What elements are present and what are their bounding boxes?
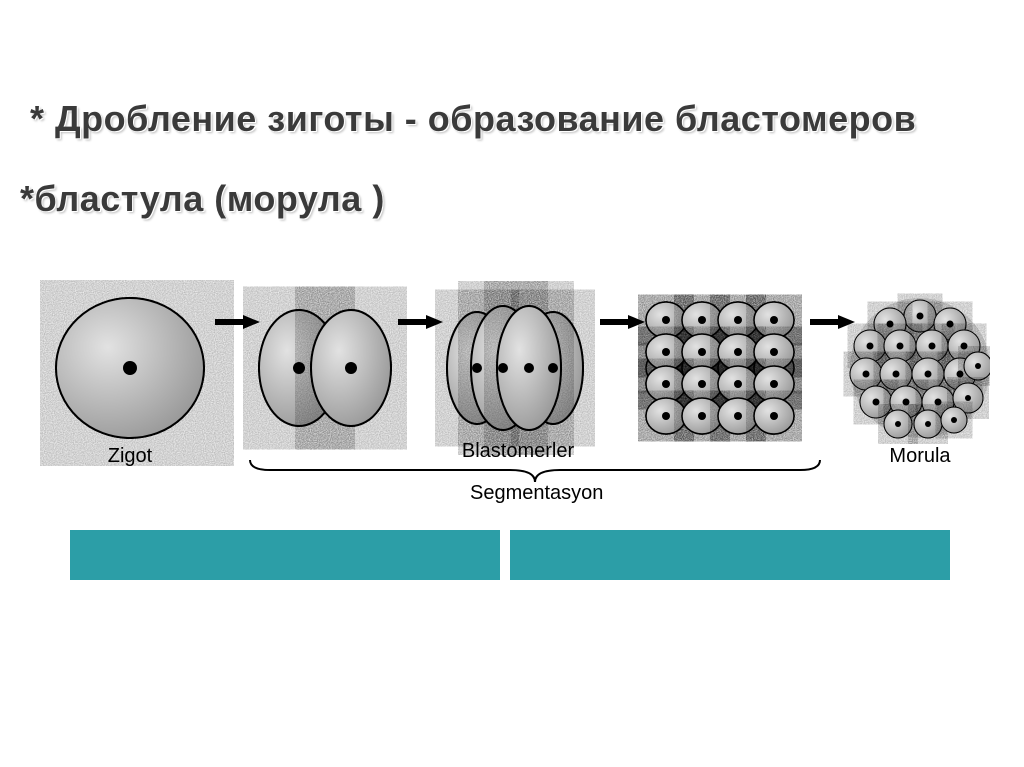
stage-two-cell xyxy=(259,310,391,426)
heading-line-2: *бластула (морула ) xyxy=(20,178,385,220)
bar-2 xyxy=(510,530,950,580)
label-morula: Morula xyxy=(880,445,960,468)
label-blastomerler: Blastomerler xyxy=(448,440,588,463)
segmentation-brace xyxy=(250,460,820,482)
stage-morula xyxy=(850,298,990,438)
label-segmentasyon: Segmentasyon xyxy=(470,482,603,505)
heading-line-1: * Дробление зиготы - образование бластом… xyxy=(30,98,916,140)
label-zigot: Zigot xyxy=(100,445,160,468)
stage-four-cell xyxy=(447,306,583,430)
decorative-bars xyxy=(70,530,950,580)
stage-zigot xyxy=(56,298,204,438)
cleavage-diagram: Zigot Blastomerler Morula Segmentasyon xyxy=(40,280,990,490)
bar-1 xyxy=(70,530,500,580)
